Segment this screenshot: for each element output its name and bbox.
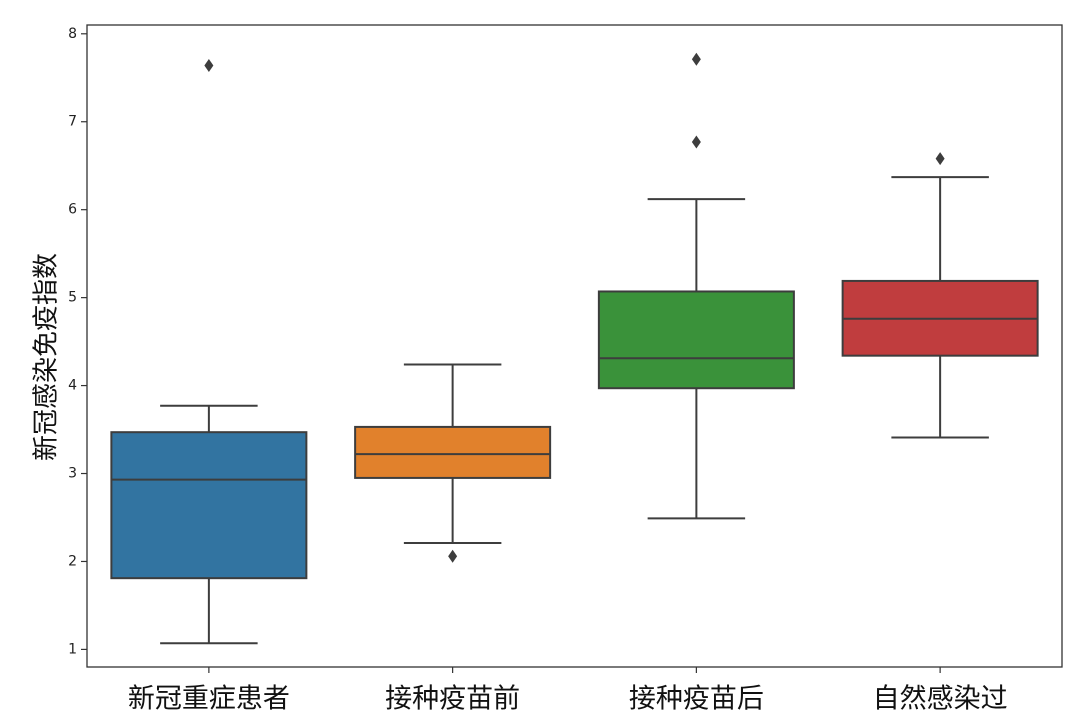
y-tick-label: 5 bbox=[68, 290, 77, 306]
y-tick-label: 4 bbox=[68, 378, 77, 394]
box-group bbox=[841, 152, 1039, 439]
y-tick-label: 1 bbox=[68, 641, 77, 657]
outlier-point bbox=[691, 52, 701, 66]
box-iqr bbox=[354, 425, 552, 479]
y-tick-label: 7 bbox=[68, 114, 77, 130]
boxes-layer bbox=[110, 52, 1039, 645]
box-iqr bbox=[597, 290, 795, 390]
outlier-point bbox=[691, 135, 701, 149]
box-group bbox=[597, 52, 795, 520]
x-category-label: 新冠重症患者 bbox=[128, 684, 290, 715]
outlier-point bbox=[448, 549, 458, 563]
y-axis-label: 新冠感染免疫指数 bbox=[32, 253, 62, 461]
x-category-label: 自然感染过 bbox=[873, 684, 1008, 715]
x-axis-categories: 新冠重症患者 接种疫苗前 接种疫苗后 自然感染过 bbox=[128, 667, 1008, 715]
box-group bbox=[354, 363, 552, 563]
outlier-point bbox=[935, 152, 945, 166]
y-axis-ticks: 1 2 3 4 5 6 7 8 bbox=[68, 26, 87, 657]
y-tick-label: 2 bbox=[68, 553, 77, 569]
box-iqr bbox=[110, 431, 308, 580]
plot-frame bbox=[86, 24, 1063, 668]
x-category-label: 接种疫苗前 bbox=[385, 684, 520, 715]
y-tick-label: 3 bbox=[68, 466, 77, 482]
x-category-label: 接种疫苗后 bbox=[629, 684, 764, 715]
outlier-point bbox=[204, 58, 214, 72]
y-tick-label: 6 bbox=[68, 202, 77, 218]
y-tick-label: 8 bbox=[68, 26, 77, 42]
box-group bbox=[110, 58, 308, 645]
